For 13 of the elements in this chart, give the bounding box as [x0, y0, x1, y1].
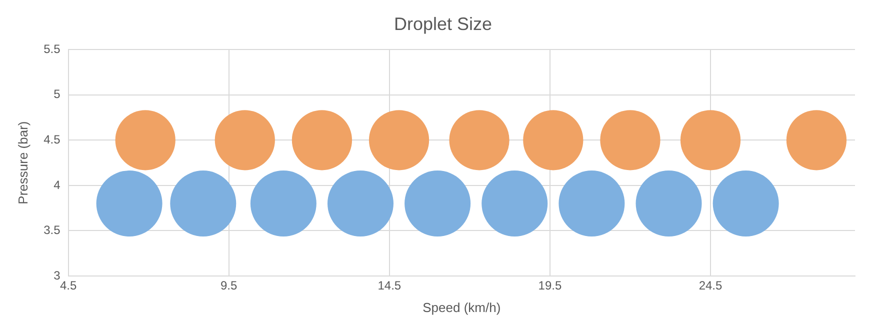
- y-tick-label: 4.5: [44, 132, 61, 146]
- x-tick-label: 19.5: [538, 278, 562, 293]
- y-tick-label: 3: [54, 268, 61, 282]
- y-tick-label: 5: [54, 87, 61, 102]
- y-tick-label: 3.5: [44, 223, 61, 238]
- y-axis-title: Pressure (bar): [15, 121, 30, 204]
- chart-title: Droplet Size: [394, 14, 492, 34]
- x-tick-label: 9.5: [220, 278, 238, 293]
- x-tick-label: 24.5: [698, 278, 723, 293]
- x-axis-title: Speed (km/h): [422, 300, 501, 315]
- y-tick-label: 4: [54, 178, 61, 192]
- x-tick-label: 14.5: [378, 278, 402, 293]
- y-tick-label: 5.5: [44, 42, 61, 56]
